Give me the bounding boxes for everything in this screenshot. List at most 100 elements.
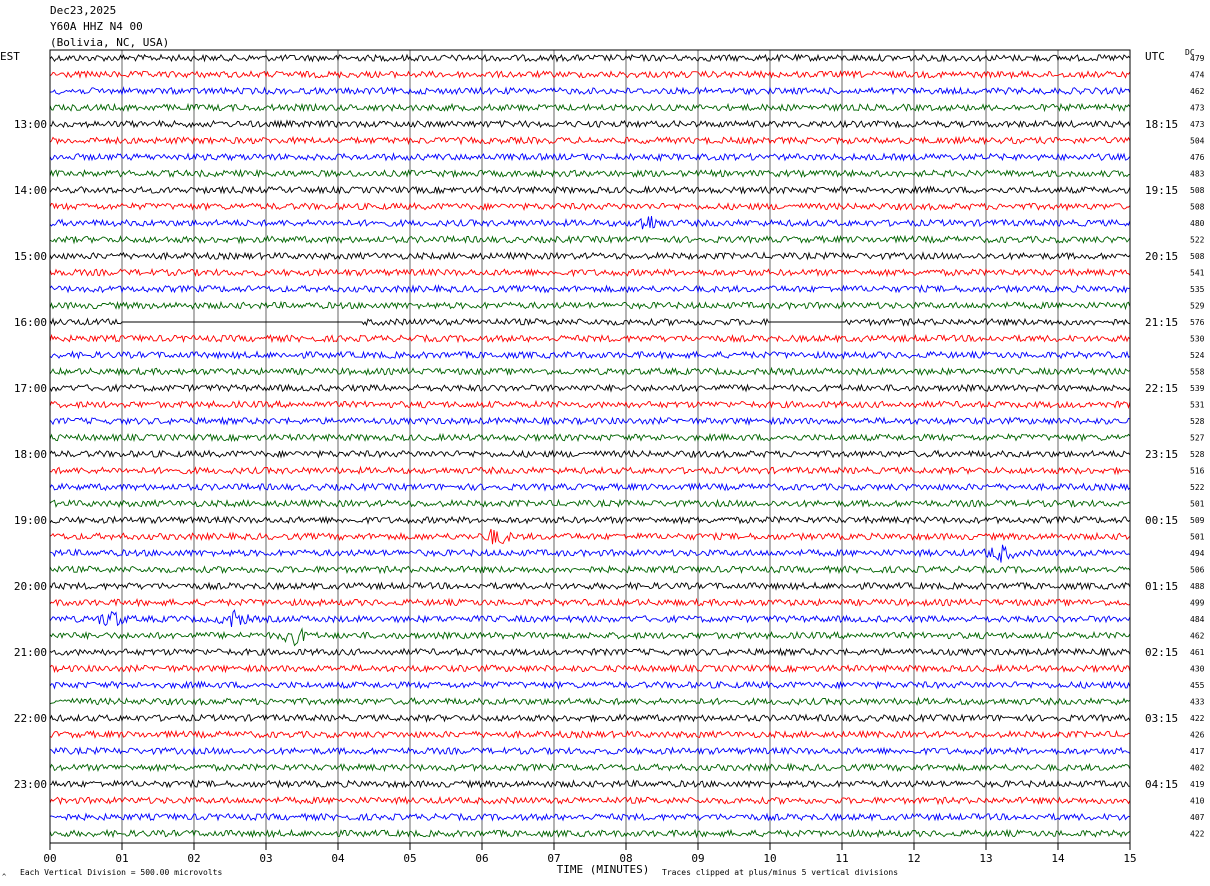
right-hour-label: 01:15	[1145, 580, 1178, 593]
seismic-trace	[49, 528, 1131, 545]
dc-offset-label: 433	[1190, 698, 1205, 707]
scale-note: Each Vertical Division = 500.00 microvol…	[20, 868, 222, 877]
seismic-trace	[49, 168, 1131, 179]
seismic-trace	[49, 746, 1131, 756]
dc-offset-label: 419	[1190, 780, 1205, 789]
dc-offset-label: 455	[1190, 681, 1205, 690]
right-hour-label: 18:15	[1145, 118, 1178, 131]
dc-offset-label: 426	[1190, 731, 1205, 740]
clip-note: Traces clipped at plus/minus 5 vertical …	[662, 868, 898, 877]
dc-offset-labels: 479 474 462 473 473 504 476 483 508 508 480 522 508 5…	[1190, 54, 1205, 839]
right-hour-label: 04:15	[1145, 778, 1178, 791]
seismic-trace	[49, 234, 1131, 245]
seismic-trace	[49, 498, 1131, 509]
seismic-trace	[49, 713, 1131, 723]
left-hour-label: 17:00	[14, 382, 47, 395]
dc-offset-label: 476	[1190, 153, 1205, 162]
left-hour-label: 15:00	[14, 250, 47, 263]
x-tick-label: 11	[835, 852, 848, 865]
x-tick-label: 05	[403, 852, 416, 865]
seismic-trace	[49, 86, 1131, 96]
seismic-trace	[49, 663, 1131, 674]
seismic-trace	[49, 399, 1131, 410]
right-timezone-label: UTC	[1145, 50, 1165, 63]
dc-offset-label: 422	[1190, 830, 1205, 839]
left-hour-label: 22:00	[14, 712, 47, 725]
dc-offset-label: 522	[1190, 483, 1205, 492]
seismic-trace	[49, 135, 1131, 146]
left-hour-label: 18:00	[14, 448, 47, 461]
right-hour-label: 22:15	[1145, 382, 1178, 395]
x-tick-label: 13	[979, 852, 992, 865]
x-tick-label: 09	[691, 852, 704, 865]
seismic-trace	[49, 779, 1131, 789]
dc-offset-label: 473	[1190, 104, 1205, 113]
seismic-trace	[49, 795, 1131, 806]
dc-offset-label: 504	[1190, 137, 1205, 146]
right-hour-label: 03:15	[1145, 712, 1178, 725]
dc-offset-label: 576	[1190, 318, 1205, 327]
dc-offset-label: 417	[1190, 747, 1205, 756]
x-axis-title: TIME (MINUTES)	[557, 863, 650, 876]
dc-offset-label: 527	[1190, 434, 1205, 443]
seismic-trace	[49, 828, 1131, 839]
seismic-trace	[49, 152, 1131, 162]
dc-offset-label: 509	[1190, 516, 1205, 525]
seismic-trace	[49, 581, 1131, 591]
seismic-trace	[49, 544, 1131, 563]
left-hour-label: 16:00	[14, 316, 47, 329]
seismic-trace	[49, 201, 1131, 212]
left-hour-labels: 13:00 14:00 15:00 16:00 17:00 18:00 19:00 20:00…	[14, 118, 47, 791]
seismic-trace	[49, 366, 1131, 377]
corner-mark: ^	[2, 873, 6, 881]
seismic-trace	[49, 317, 1131, 327]
seismic-trace	[49, 69, 1131, 80]
right-hour-label: 23:15	[1145, 448, 1178, 461]
seismic-trace	[49, 383, 1131, 393]
seismic-trace	[49, 762, 1131, 773]
dc-offset-label: 474	[1190, 71, 1205, 80]
x-tick-label: 12	[907, 852, 920, 865]
dc-offset-label: 508	[1190, 203, 1205, 212]
seismic-trace	[49, 515, 1131, 525]
dc-offset-label: 535	[1190, 285, 1205, 294]
x-tick-label: 01	[115, 852, 128, 865]
seismic-trace	[49, 696, 1131, 707]
dc-offset-label: 483	[1190, 170, 1205, 179]
dc-offset-label: 508	[1190, 252, 1205, 261]
left-hour-label: 20:00	[14, 580, 47, 593]
x-tick-label: 14	[1051, 852, 1065, 865]
x-tick-label: 03	[259, 852, 272, 865]
dc-offset-label: 501	[1190, 500, 1205, 509]
x-tick-label: 07	[547, 852, 560, 865]
dc-offset-label: 531	[1190, 401, 1205, 410]
seismic-trace	[49, 729, 1131, 740]
left-hour-label: 21:00	[14, 646, 47, 659]
dc-offset-label: 473	[1190, 120, 1205, 129]
seismic-trace	[49, 300, 1131, 311]
x-tick-label: 15	[1123, 852, 1136, 865]
x-tick-label: 04	[331, 852, 345, 865]
dc-offset-label: 524	[1190, 351, 1205, 360]
seismic-trace	[49, 416, 1131, 426]
x-tick-label: 10	[763, 852, 776, 865]
right-hour-label: 19:15	[1145, 184, 1178, 197]
seismic-trace	[49, 216, 1131, 230]
dc-offset-label: 402	[1190, 764, 1205, 773]
dc-offset-label: 529	[1190, 302, 1205, 311]
header-date: Dec23,2025	[50, 4, 117, 17]
seismic-trace	[49, 102, 1131, 113]
seismic-trace	[49, 432, 1131, 443]
dc-offset-label: 480	[1190, 219, 1205, 228]
seismic-trace	[49, 812, 1131, 822]
dc-offset-label: 461	[1190, 648, 1205, 657]
dc-offset-label: 501	[1190, 533, 1205, 542]
dc-offset-label: 506	[1190, 566, 1205, 575]
right-hour-labels: 18:15 19:15 20:15 21:15 22:15 23:15 00:15 01:15…	[1145, 118, 1178, 791]
dc-offset-label: 539	[1190, 384, 1205, 393]
dc-offset-label: 422	[1190, 714, 1205, 723]
header-location: (Bolivia, NC, USA)	[50, 36, 170, 49]
dc-offset-label: 508	[1190, 186, 1205, 195]
dc-offset-label: 407	[1190, 813, 1205, 822]
left-timezone-label: EST	[0, 50, 20, 63]
